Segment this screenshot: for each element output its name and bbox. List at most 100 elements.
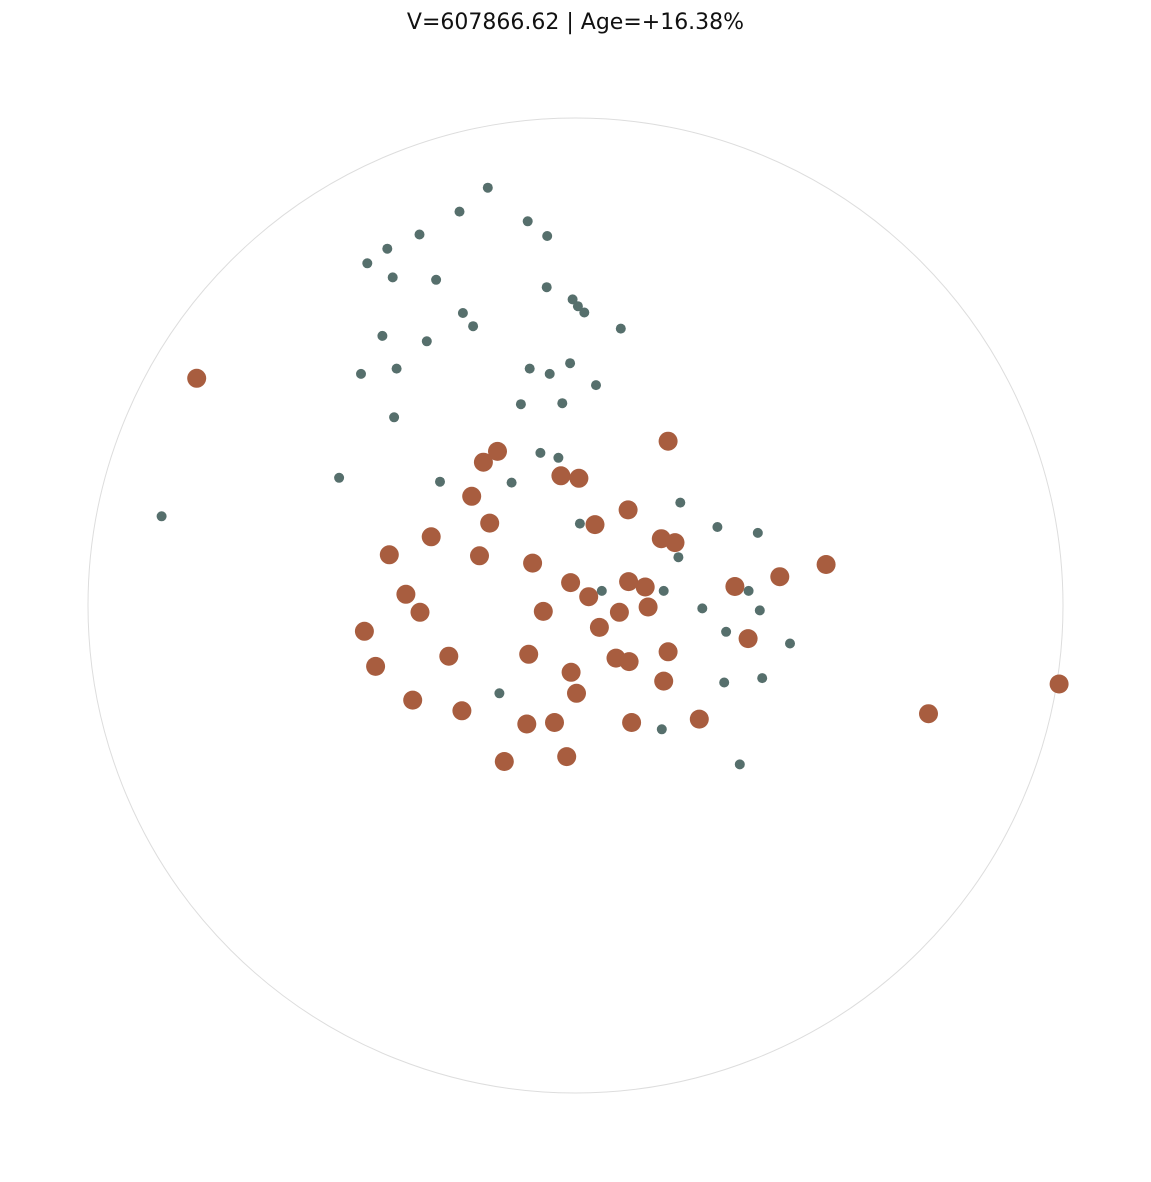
large-point: [187, 368, 207, 388]
small-point: [719, 677, 730, 688]
small-point: [362, 258, 373, 269]
small-point: [615, 323, 626, 334]
small-point: [389, 412, 400, 423]
large-point: [551, 466, 571, 486]
small-point: [754, 605, 765, 616]
small-point: [482, 182, 493, 193]
large-point: [567, 683, 586, 703]
small-point: [544, 368, 555, 379]
small-point: [414, 229, 425, 240]
large-point: [725, 577, 745, 596]
large-point: [638, 597, 658, 617]
large-point: [354, 621, 374, 641]
large-point: [658, 431, 678, 451]
large-point: [473, 452, 493, 472]
large-point: [557, 747, 577, 767]
small-point: [454, 206, 465, 217]
small-point: [468, 321, 479, 332]
large-point: [619, 572, 639, 592]
large-point: [396, 584, 416, 604]
small-point: [522, 216, 533, 227]
large-point: [462, 486, 482, 506]
large-point: [658, 642, 678, 662]
large-point: [618, 500, 638, 520]
large-point: [523, 553, 543, 573]
small-point: [656, 724, 667, 735]
small-point: [541, 282, 552, 293]
small-point: [156, 511, 167, 522]
small-point: [658, 585, 669, 596]
large-point: [366, 656, 386, 676]
small-point: [757, 673, 768, 684]
small-point: [579, 307, 590, 318]
large-point: [545, 713, 564, 732]
large-point: [488, 441, 507, 461]
small-point: [675, 497, 686, 508]
large-point: [533, 601, 553, 621]
small-point: [557, 398, 568, 409]
large-point: [635, 577, 655, 597]
small-point: [574, 518, 585, 529]
small-point: [494, 688, 505, 699]
small-point: [506, 477, 517, 488]
large-point: [622, 713, 642, 732]
large-point: [561, 662, 581, 682]
small-point: [356, 368, 366, 379]
large-point: [517, 714, 537, 734]
small-point: [596, 585, 607, 596]
small-point: [377, 330, 388, 341]
small-point: [697, 603, 708, 614]
large-point: [421, 527, 441, 547]
large-point: [410, 602, 430, 622]
large-point: [494, 752, 514, 771]
large-point: [770, 567, 790, 587]
small-point: [457, 308, 468, 318]
large-point: [738, 629, 758, 649]
small-point: [785, 638, 795, 649]
small-point: [334, 472, 345, 483]
small-point: [387, 272, 398, 283]
large-point: [919, 704, 938, 724]
scatter-points: [156, 182, 1069, 771]
large-point: [480, 513, 500, 533]
small-point: [542, 231, 553, 241]
small-point: [565, 358, 576, 369]
large-point: [689, 709, 709, 729]
small-point: [391, 363, 402, 374]
large-point: [569, 468, 589, 488]
large-point: [470, 546, 489, 566]
small-point: [431, 274, 442, 285]
small-point: [712, 522, 723, 532]
small-point: [524, 363, 535, 374]
small-point: [553, 452, 564, 463]
small-point: [743, 585, 754, 596]
large-point: [619, 652, 639, 672]
large-point: [439, 646, 459, 666]
plot-boundary-circle: [87, 117, 1064, 1094]
small-point: [734, 759, 745, 770]
small-point: [421, 336, 432, 347]
large-point: [561, 573, 581, 593]
large-point: [585, 515, 605, 535]
large-point: [579, 587, 599, 607]
small-point: [591, 380, 601, 391]
large-point: [816, 555, 836, 574]
large-point: [519, 644, 539, 664]
small-point: [515, 399, 526, 410]
small-point: [535, 447, 546, 458]
chart-title: V=607866.62 | Age=+16.38%: [406, 10, 745, 35]
small-point: [567, 294, 578, 305]
small-point: [382, 243, 393, 254]
large-point: [1049, 674, 1069, 694]
large-point: [452, 701, 472, 721]
small-point: [752, 527, 763, 538]
large-point: [665, 533, 685, 553]
small-point: [435, 476, 445, 487]
large-point: [609, 602, 629, 622]
small-point: [572, 301, 583, 312]
large-point: [379, 545, 399, 565]
small-point: [673, 552, 684, 563]
large-point: [654, 671, 674, 691]
small-point: [721, 626, 732, 637]
large-point: [403, 690, 423, 710]
